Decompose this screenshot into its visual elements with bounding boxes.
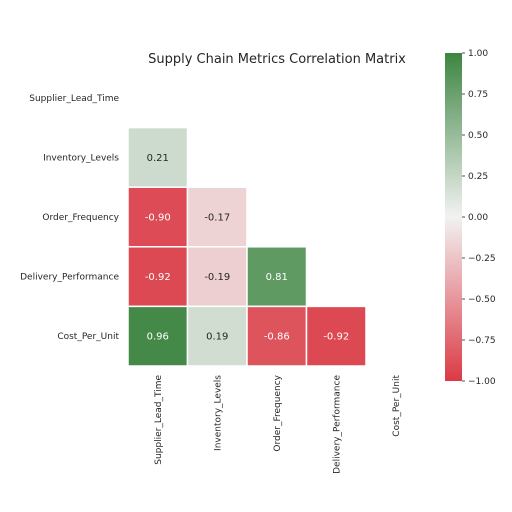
colorbar-gradient xyxy=(445,53,462,381)
column-label: Delivery_Performance xyxy=(332,375,342,474)
heatmap-cell xyxy=(186,305,248,367)
cell-value-label: -0.19 xyxy=(204,272,230,283)
heatmap-cell xyxy=(246,305,308,367)
colorbar-tick-label: −1.00 xyxy=(468,377,496,387)
cell-value-label: -0.90 xyxy=(145,213,171,224)
row-label: Order_Frequency xyxy=(42,213,119,223)
column-label: Supplier_Lead_Time xyxy=(154,375,164,465)
cell-value-label: -0.17 xyxy=(204,213,230,224)
colorbar-tick-label: 0.00 xyxy=(468,213,488,223)
heatmap-cell xyxy=(127,186,189,248)
heatmap-cell xyxy=(127,126,189,188)
cell-value-label: 0.81 xyxy=(266,272,288,283)
colorbar-ticks: 1.00 0.75 0.50 0.25 0.00 −0.25 −0.50 −0.75 −1.00 xyxy=(462,49,496,387)
heatmap-cell xyxy=(127,305,189,367)
colorbar-tick-label: 0.50 xyxy=(468,131,488,141)
row-label: Inventory_Levels xyxy=(43,153,119,163)
column-label: Cost_Per_Unit xyxy=(392,375,402,437)
colorbar-tick-label: −0.75 xyxy=(468,336,496,346)
heatmap-cells: 0.21 -0.90 -0.17 -0.92 -0.19 0.81 0.96 0.19 -0.8… xyxy=(127,126,367,367)
colorbar-tick-label: 1.00 xyxy=(468,49,488,59)
cell-value-label: 0.21 xyxy=(147,153,169,164)
cell-value-label: 0.19 xyxy=(206,332,228,343)
chart-title: Supply Chain Metrics Correlation Matrix xyxy=(148,52,406,67)
cell-value-label: -0.92 xyxy=(323,332,349,343)
colorbar-tick-label: −0.25 xyxy=(468,254,496,264)
cell-value-label: -0.92 xyxy=(145,272,171,283)
column-label: Order_Frequency xyxy=(273,374,283,451)
heatmap-cell xyxy=(246,246,308,308)
cell-value-label: -0.86 xyxy=(264,332,290,343)
row-label: Supplier_Lead_Time xyxy=(29,94,119,104)
colorbar-tick-label: 0.25 xyxy=(468,172,488,182)
column-labels: Supplier_Lead_Time Inventory_Levels Order_… xyxy=(154,374,402,474)
column-label: Inventory_Levels xyxy=(213,375,223,451)
colorbar-tick-label: 0.75 xyxy=(468,90,488,100)
row-label: Delivery_Performance xyxy=(20,273,119,283)
row-label: Cost_Per_Unit xyxy=(57,332,119,342)
heatmap-cell xyxy=(305,305,367,367)
cell-value-label: 0.96 xyxy=(147,332,169,343)
row-labels: Supplier_Lead_Time Inventory_Levels Order_… xyxy=(20,94,120,342)
colorbar-tick-label: −0.50 xyxy=(468,295,496,305)
colorbar: 1.00 0.75 0.50 0.25 0.00 −0.25 −0.50 −0.75 −1.00 xyxy=(445,49,496,387)
